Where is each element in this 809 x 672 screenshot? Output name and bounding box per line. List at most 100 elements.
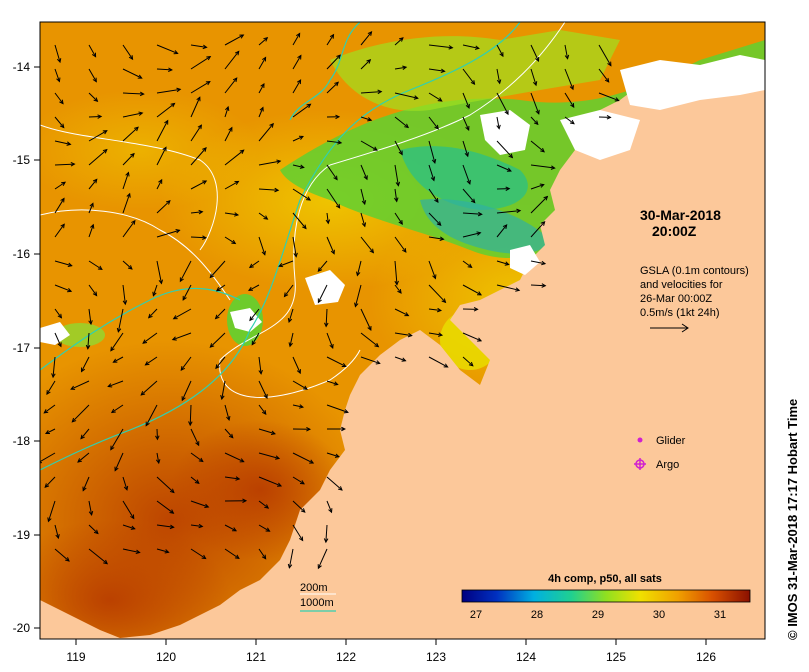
velocity-arrow-head — [504, 261, 510, 266]
velocity-arrow-head — [299, 164, 305, 169]
velocity-arrow-head — [40, 459, 42, 464]
velocity-arrow-head — [89, 202, 94, 208]
x-tick-label: 125 — [606, 650, 626, 664]
velocity-arrow-head — [61, 181, 67, 186]
scale-arrow-icon — [650, 323, 689, 333]
velocity-arrow — [462, 284, 482, 296]
colorbar-tick: 31 — [714, 609, 726, 621]
bathy-1000-label: 1000m — [300, 597, 334, 609]
velocity-arrow-head — [398, 37, 404, 42]
velocity-arrow-head — [296, 79, 302, 85]
velocity-arrow — [70, 380, 90, 390]
velocity-arrow-head — [126, 192, 131, 198]
velocity-arrow — [88, 149, 108, 166]
velocity-arrow-head — [147, 313, 153, 319]
velocity-arrow-head — [278, 262, 284, 268]
y-tick-label: -18 — [13, 434, 31, 448]
contour-200m — [219, 22, 566, 398]
argo-marker-icon — [634, 458, 646, 470]
velocity-arrow — [258, 524, 270, 532]
velocity-arrow — [248, 284, 260, 291]
velocity-arrow — [394, 188, 398, 202]
velocity-arrow — [54, 140, 71, 145]
velocity-arrow — [428, 356, 448, 368]
velocity-arrow — [428, 332, 443, 336]
velocity-arrow-head — [234, 180, 240, 186]
velocity-arrow — [258, 476, 282, 487]
velocity-arrow — [224, 452, 244, 463]
velocity-arrow — [326, 236, 335, 254]
velocity-arrow — [394, 66, 407, 70]
velocity-arrow-head — [298, 135, 304, 140]
velocity-arrow-head — [394, 280, 399, 286]
velocity-arrow-head — [164, 549, 170, 554]
velocity-arrow — [71, 404, 90, 423]
velocity-arrow — [156, 68, 172, 71]
velocity-arrow — [428, 236, 444, 240]
velocity-arrow-head — [354, 302, 359, 308]
velocity-arrow — [122, 500, 135, 519]
velocity-arrow-head — [235, 476, 241, 481]
velocity-arrow-head — [502, 224, 508, 229]
velocity-arrow-head — [242, 498, 248, 504]
velocity-arrow-head — [155, 459, 161, 465]
velocity-arrow-head — [293, 252, 298, 258]
velocity-arrow-head — [569, 85, 574, 91]
velocity-arrow — [190, 56, 211, 70]
velocity-arrow — [80, 428, 90, 440]
velocity-arrow — [292, 524, 304, 541]
velocity-arrow-head — [67, 262, 73, 268]
velocity-arrow-head — [508, 153, 514, 159]
velocity-arrow — [394, 37, 404, 46]
velocity-arrow — [156, 88, 181, 94]
velocity-arrow — [54, 181, 66, 190]
velocity-arrow-head — [202, 44, 208, 50]
velocity-arrow — [496, 284, 520, 291]
velocity-arrow — [394, 284, 402, 294]
velocity-arrow-head — [130, 514, 135, 520]
velocity-arrow-head — [88, 320, 93, 326]
velocity-arrow — [43, 404, 56, 414]
velocity-arrow — [530, 184, 544, 190]
velocity-arrow-head — [401, 357, 407, 362]
velocity-arrow-head — [465, 125, 470, 131]
velocity-arrow-head — [88, 510, 94, 516]
velocity-arrow — [190, 124, 202, 142]
velocity-arrow — [110, 428, 124, 450]
velocity-arrow — [179, 260, 192, 282]
velocity-arrow-head — [468, 361, 474, 367]
velocity-arrow — [88, 130, 108, 142]
velocity-arrow-head — [298, 536, 304, 542]
velocity-arrow — [122, 193, 131, 214]
velocity-arrow-head — [287, 317, 293, 324]
x-tick-label: 122 — [336, 650, 356, 664]
velocity-arrow-head — [92, 291, 98, 297]
velocity-arrow-head — [607, 61, 612, 67]
velocity-arrow — [88, 115, 102, 118]
velocity-arrow-head — [539, 183, 545, 188]
velocity-arrow — [148, 308, 158, 319]
velocity-arrow — [326, 476, 343, 491]
velocity-arrow-head — [134, 126, 139, 132]
velocity-arrow-head — [71, 417, 77, 423]
velocity-arrow — [122, 524, 135, 530]
velocity-arrow-head — [404, 123, 410, 129]
velocity-arrow-head — [180, 366, 186, 371]
velocity-arrow — [224, 34, 244, 46]
velocity-arrow — [156, 179, 163, 190]
velocity-arrow — [224, 428, 234, 439]
velocity-arrow — [54, 223, 65, 238]
velocity-arrow — [173, 308, 192, 320]
velocity-arrow — [462, 140, 469, 157]
velocity-arrow-head — [323, 538, 329, 544]
velocity-arrow-head — [205, 81, 211, 86]
velocity-arrow — [54, 116, 65, 128]
velocity-arrow-head — [448, 45, 454, 50]
velocity-arrow — [224, 212, 239, 216]
velocity-arrow — [496, 44, 504, 57]
velocity-arrow-head — [296, 32, 301, 38]
velocity-arrow — [224, 476, 240, 480]
velocity-arrow-head — [541, 260, 547, 266]
velocity-arrow — [114, 452, 124, 471]
